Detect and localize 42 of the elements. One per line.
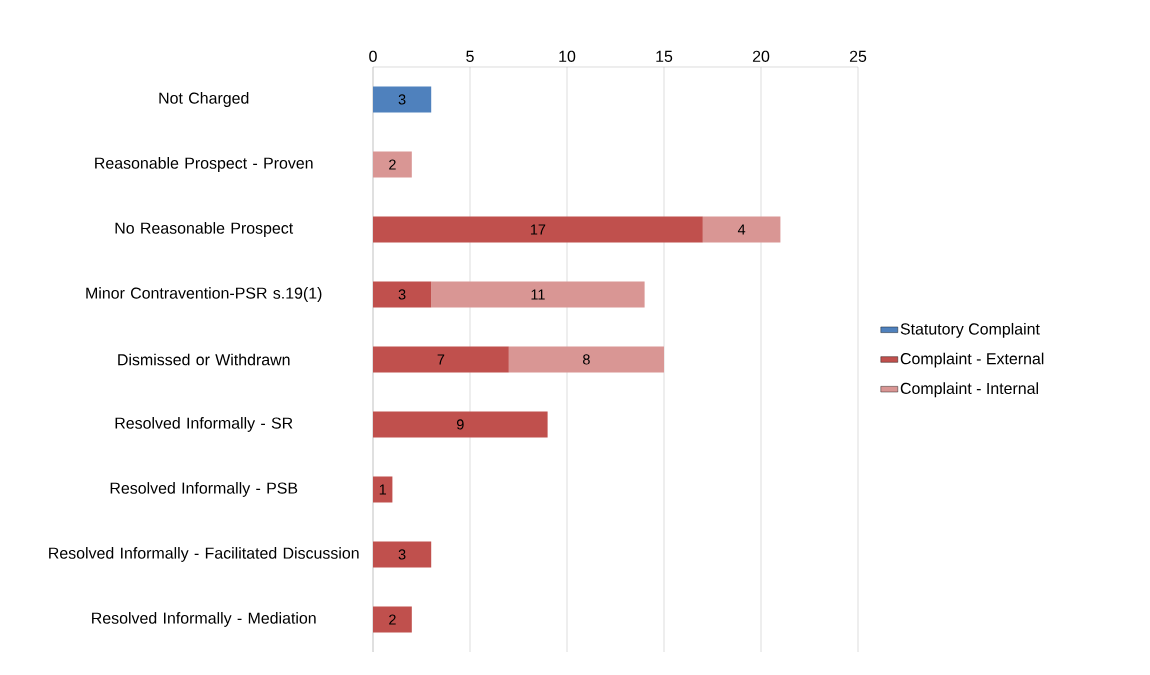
data-label: 2 <box>389 614 396 625</box>
y-tick-label: Resolved Informally - PSB <box>110 482 298 497</box>
bar <box>373 346 509 373</box>
legend-label: Complaint - External <box>900 352 1044 368</box>
legend-label: Statutory Complaint <box>900 322 1040 338</box>
bar <box>373 476 393 503</box>
data-label: 11 <box>531 289 545 300</box>
x-tick-label: 20 <box>752 50 770 62</box>
x-tick-label: 10 <box>559 50 576 62</box>
y-tick-label: Minor Contravention-PSR s.19(1) <box>86 287 322 302</box>
bar <box>373 86 432 113</box>
bar <box>508 346 665 373</box>
y-tick-label: No Reasonable Prospect <box>115 222 294 237</box>
bar <box>373 151 412 178</box>
x-tick-label: 15 <box>656 50 673 62</box>
y-tick-label: Dismissed or Withdrawn <box>118 353 290 366</box>
data-label: 1 <box>379 484 387 495</box>
y-tick-label: Reasonable Prospect - Proven <box>95 157 313 172</box>
data-label: 17 <box>530 224 546 235</box>
bar <box>373 411 548 438</box>
data-label: 4 <box>737 224 746 235</box>
data-label: 8 <box>583 354 590 365</box>
data-label: 3 <box>398 549 406 560</box>
bar <box>373 606 412 633</box>
data-label: 2 <box>389 159 396 170</box>
bar <box>373 281 432 308</box>
y-tick-label: Resolved Informally - Mediation <box>92 612 316 627</box>
data-label: 7 <box>437 354 445 365</box>
x-tick-label: 0 <box>369 50 377 62</box>
bar <box>373 216 703 243</box>
x-tick-label: 5 <box>466 50 474 62</box>
data-label: 9 <box>456 419 464 430</box>
data-label: 3 <box>398 289 406 300</box>
y-tick-label: Resolved Informally - Facilitated Discussion <box>49 547 359 562</box>
x-tick-label: 25 <box>849 50 867 62</box>
y-tick-label: Not Charged <box>159 92 249 107</box>
bar <box>431 281 645 308</box>
legend-label: Complaint - Internal <box>900 382 1038 398</box>
data-label: 3 <box>398 94 406 105</box>
bar <box>373 541 432 568</box>
bar <box>702 216 781 243</box>
y-tick-label: Resolved Informally - SR <box>115 417 293 432</box>
